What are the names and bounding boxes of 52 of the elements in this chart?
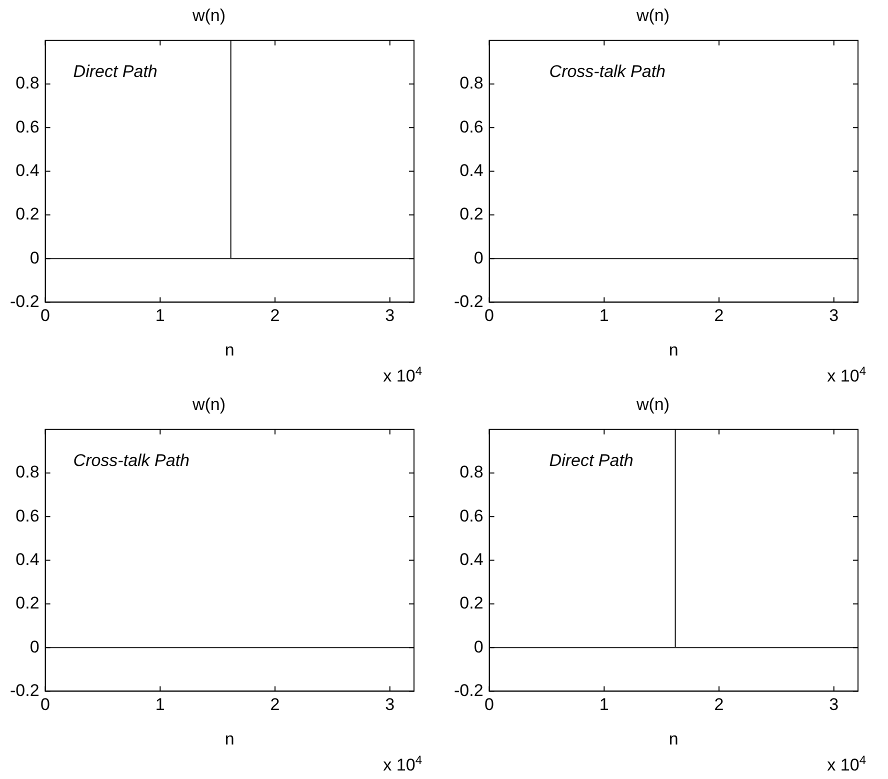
x-tick-label: 3 [829,695,839,714]
y-tick-label: 0.8 [460,74,484,93]
y-tick-label: 0.4 [460,160,484,180]
x-tick-label: 2 [714,695,724,714]
y-tick-label: 0 [474,248,484,268]
y-tick-label: -0.2 [454,680,484,700]
y-tick-label: 0.6 [16,117,40,136]
x-tick-label: 1 [599,306,609,326]
y-tick-label: 0.8 [460,462,484,482]
x-tick-label: 1 [155,306,165,326]
y-tick-label: 0 [474,637,484,656]
x-tick-label: 2 [270,695,280,714]
text: x 10$^{4}$ [827,753,866,776]
y-tick-label: 0 [30,637,40,656]
y-tick-label: 0.4 [16,160,40,180]
chart-title: w(n) [635,394,670,414]
annotation: Cross-talk Path [549,62,666,82]
text: x 10$^{4}$ [827,364,866,387]
x-tick-label: 3 [829,306,839,326]
x-tick-label: 2 [714,306,724,326]
y-tick-label: 0.4 [16,550,40,569]
y-tick-label: 0.2 [460,204,484,224]
chart-title: w(n) [191,6,226,25]
annotation: Direct Path [73,62,158,82]
chart-title: w(n) [635,6,670,25]
text: x 10$^{4}$ [383,753,422,776]
x-tick-label: 1 [599,695,609,714]
x-tick-label: 1 [155,695,165,714]
y-tick-label: -0.2 [10,680,40,700]
x-tick-label: 2 [270,306,280,326]
y-tick-label: 0 [30,248,40,268]
y-tick-label: 0.2 [460,594,484,613]
y-tick-label: 0.8 [16,462,40,482]
chart-title: w(n) [191,394,226,414]
annotation: Direct Path [549,451,634,470]
x-tick-label: 3 [385,695,395,714]
x-tick-label: 3 [385,306,395,326]
x-axis-title: n [668,729,678,748]
y-tick-label: 0.2 [16,204,40,224]
text: x 10$^{4}$ [383,364,422,387]
x-axis-title: n [668,340,678,360]
y-tick-label: 0.6 [460,506,484,526]
y-tick-label: 0.6 [16,506,40,526]
x-axis-title: n [224,729,234,748]
y-tick-label: 0.6 [460,117,484,136]
annotation: Cross-talk Path [73,451,190,470]
y-tick-label: 0.4 [460,550,484,569]
y-tick-label: 0.8 [16,74,40,93]
y-tick-label: 0.2 [16,594,40,613]
y-tick-label: -0.2 [454,292,484,311]
y-tick-label: -0.2 [10,292,40,311]
x-axis-title: n [224,340,234,360]
